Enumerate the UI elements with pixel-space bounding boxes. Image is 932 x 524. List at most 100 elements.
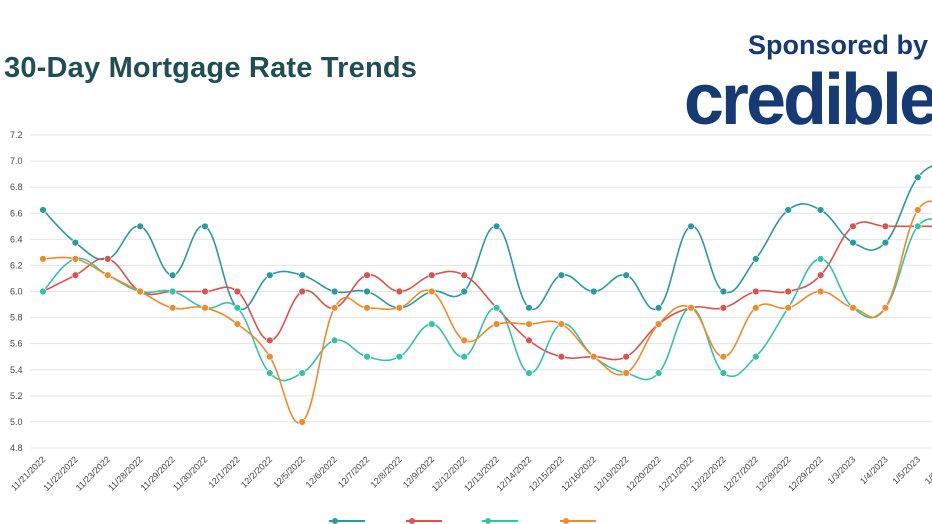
data-point bbox=[752, 304, 760, 312]
x-tick: 12/2/2022 bbox=[239, 454, 274, 489]
data-point bbox=[298, 287, 306, 296]
x-tick: 12/1/2022 bbox=[206, 454, 241, 489]
x-tick: 12/6/2022 bbox=[304, 454, 339, 489]
data-point bbox=[849, 238, 857, 247]
data-point bbox=[266, 336, 274, 345]
data-point bbox=[266, 369, 274, 377]
data-point bbox=[71, 238, 80, 247]
data-point bbox=[233, 287, 242, 296]
data-point bbox=[363, 287, 371, 296]
data-point bbox=[784, 304, 792, 312]
data-point bbox=[298, 369, 306, 377]
data-point bbox=[719, 353, 728, 361]
x-tick-label: 12/8/2022 bbox=[368, 454, 403, 489]
data-point bbox=[914, 222, 922, 230]
data-point bbox=[39, 287, 47, 296]
data-point bbox=[816, 206, 825, 214]
data-point bbox=[233, 304, 242, 312]
data-point bbox=[719, 304, 728, 312]
legend-swatch-marker bbox=[485, 518, 491, 524]
data-point bbox=[460, 336, 468, 345]
data-point bbox=[492, 320, 501, 328]
data-point bbox=[168, 287, 177, 296]
series-line-3 bbox=[42, 218, 932, 382]
grid-lines bbox=[30, 134, 932, 449]
data-point bbox=[557, 353, 566, 361]
y-tick-label: 5.2 bbox=[10, 391, 23, 401]
x-tick-label: 12/2/2022 bbox=[239, 454, 274, 489]
x-tick-label: 1/6/2023 bbox=[923, 454, 932, 486]
x-tick: 1/5/2023 bbox=[890, 454, 922, 486]
data-point bbox=[525, 336, 533, 345]
data-point bbox=[39, 255, 47, 263]
data-point bbox=[881, 222, 890, 230]
data-point bbox=[784, 287, 792, 296]
data-point bbox=[492, 304, 501, 312]
data-point bbox=[363, 353, 371, 361]
data-point bbox=[881, 304, 890, 312]
data-point bbox=[104, 271, 112, 279]
x-axis-ticks: 11/21/202211/22/202211/23/202211/28/2022… bbox=[9, 454, 932, 493]
data-point bbox=[363, 304, 371, 312]
data-point bbox=[460, 287, 468, 296]
x-tick: 1/6/2023 bbox=[923, 454, 932, 486]
data-point bbox=[201, 287, 209, 296]
x-tick: 1/4/2023 bbox=[858, 454, 890, 486]
x-tick-label: 1/3/2023 bbox=[826, 454, 858, 486]
data-point bbox=[363, 271, 371, 279]
x-tick-label: 1/4/2023 bbox=[858, 454, 890, 486]
data-point bbox=[590, 353, 598, 361]
legend-swatch-marker bbox=[563, 518, 569, 524]
x-tick: 12/7/2022 bbox=[336, 454, 371, 489]
data-point bbox=[136, 287, 144, 296]
data-point bbox=[428, 287, 436, 296]
y-axis-ticks: 7.2 7.0 6.8 6.6 6.4 6.2 6.0 5.8 5.6 5.4 5.2 5.0 4.8 bbox=[10, 130, 23, 453]
data-point bbox=[201, 304, 209, 312]
sponsor-block: Sponsored by credible bbox=[662, 26, 932, 136]
data-point bbox=[654, 320, 663, 328]
data-point bbox=[266, 353, 274, 361]
data-point bbox=[492, 222, 501, 230]
data-point bbox=[557, 320, 566, 328]
series-line-2 bbox=[42, 221, 932, 361]
data-point bbox=[71, 255, 80, 263]
data-point bbox=[816, 287, 825, 296]
data-point bbox=[104, 255, 112, 263]
x-tick-label: 12/29/2022 bbox=[786, 454, 825, 493]
data-point bbox=[654, 304, 663, 312]
data-point bbox=[330, 287, 339, 296]
data-point bbox=[525, 320, 533, 328]
data-point bbox=[816, 255, 825, 263]
x-tick-label: 12/7/2022 bbox=[336, 454, 371, 489]
data-point bbox=[525, 369, 533, 377]
data-point bbox=[525, 304, 533, 312]
y-tick-label: 7.0 bbox=[10, 156, 23, 166]
x-tick: 12/8/2022 bbox=[368, 454, 403, 489]
data-point bbox=[752, 287, 760, 296]
data-point bbox=[687, 222, 695, 230]
data-point bbox=[557, 271, 566, 279]
data-point bbox=[168, 271, 177, 279]
data-point bbox=[719, 287, 728, 296]
x-tick-label: 11/30/2022 bbox=[171, 454, 209, 492]
series-lines bbox=[42, 165, 932, 424]
data-point bbox=[622, 271, 630, 279]
legend bbox=[329, 518, 596, 524]
data-point bbox=[136, 222, 144, 230]
x-tick-label: 1/5/2023 bbox=[890, 454, 922, 486]
data-point bbox=[849, 222, 857, 230]
data-point bbox=[201, 222, 209, 230]
data-point bbox=[460, 353, 468, 361]
data-point bbox=[330, 336, 339, 345]
x-tick-label: 12/6/2022 bbox=[304, 454, 339, 489]
data-point bbox=[428, 320, 436, 328]
data-point bbox=[752, 353, 760, 361]
data-point bbox=[266, 271, 274, 279]
data-point bbox=[687, 304, 695, 312]
data-point bbox=[914, 206, 922, 214]
legend-swatch-marker bbox=[409, 518, 415, 524]
data-point bbox=[654, 369, 663, 377]
data-point bbox=[914, 173, 922, 182]
data-point bbox=[395, 304, 404, 312]
data-point bbox=[849, 304, 857, 312]
